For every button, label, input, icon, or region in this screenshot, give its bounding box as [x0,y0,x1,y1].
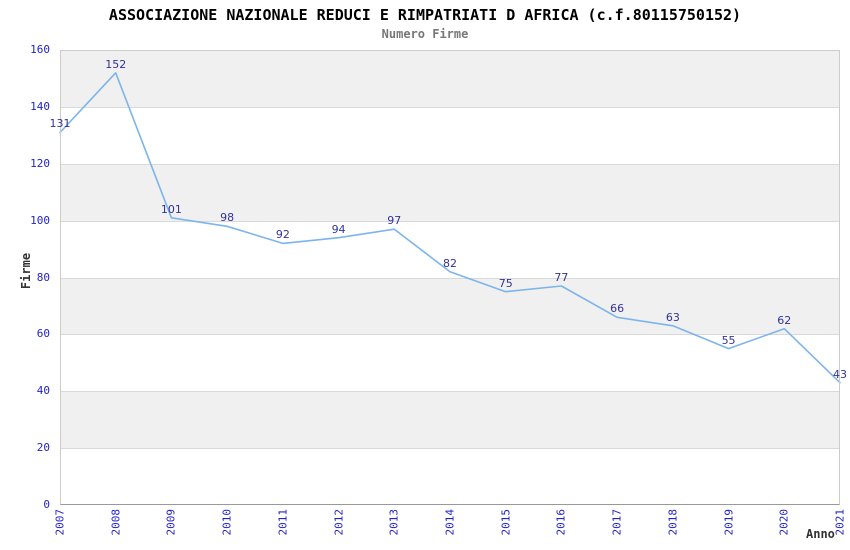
plot-band [60,391,840,449]
y-tick-label: 100 [30,213,50,227]
y-tick-label: 80 [36,270,50,284]
x-tick-label-text: 2011 [276,509,290,536]
plot-band [60,448,840,505]
gridline [60,277,840,279]
plot-band [60,106,840,164]
data-label: 75 [498,276,513,290]
x-tick-label-text: 2021 [833,509,847,536]
x-tick-label-text: 2018 [666,509,680,536]
y-tick-label: 140 [30,99,50,113]
x-axis-title: Anno [806,527,835,541]
data-label: 62 [777,313,792,327]
plot-area [60,50,840,505]
x-tick-label-text: 2009 [164,509,178,536]
data-label: 66 [610,302,625,316]
data-label: 92 [275,228,290,242]
gridline [60,391,840,393]
y-axis-title: Firme [19,253,33,310]
data-label: 152 [105,57,127,71]
gridline [60,448,840,450]
x-tick-label-text: 2012 [332,509,346,536]
x-tick-label-text: 2008 [109,509,123,536]
line-series-svg [59,71,841,384]
y-tick-label: 160 [30,43,50,56]
plot-band [60,334,840,392]
y-axis-title-text: Firme [19,252,33,290]
y-tick-label: 20 [36,441,50,455]
x-tick-label-text: 2019 [722,509,736,536]
data-label: 82 [443,256,457,270]
x-tick-label-text: 2016 [554,509,568,536]
data-label: 98 [220,211,235,225]
series-line [59,71,841,384]
gridline [60,163,840,165]
gridline [60,220,840,222]
x-tick-label-text: 2020 [777,509,791,536]
y-tick-label: 60 [36,327,50,341]
y-tick-label: 0 [43,498,50,511]
data-label: 43 [833,367,847,381]
x-tick-label-text: 2010 [220,509,234,536]
data-label: 77 [554,271,569,285]
chart-title: ASSOCIAZIONE NAZIONALE REDUCI E RIMPATRI… [108,6,742,24]
plot-band [60,163,840,221]
data-label: 55 [721,333,736,347]
x-tick-label-text: 2013 [387,509,401,536]
chart-subtitle: Numero Firme [381,27,469,41]
gridline [60,334,840,336]
x-tick-label-text: 2007 [53,509,67,536]
plot-band [60,50,840,107]
data-label: 131 [49,117,71,131]
y-tick-label: 40 [36,384,50,398]
plot-band [60,277,840,335]
data-label: 101 [160,202,182,216]
plot-band [60,220,840,278]
x-tick-label-text: 2014 [443,509,457,536]
x-tick-label-text: 2017 [610,509,624,536]
data-label: 63 [665,310,680,324]
gridline [60,106,840,108]
data-label: 94 [331,222,346,236]
x-tick-label-text: 2015 [499,509,513,536]
y-tick-label: 120 [30,156,50,170]
data-label: 97 [387,214,402,228]
